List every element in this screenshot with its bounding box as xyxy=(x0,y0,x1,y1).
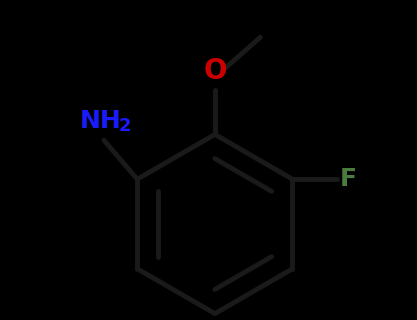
Text: 2: 2 xyxy=(118,117,131,135)
Text: F: F xyxy=(340,167,357,191)
Text: NH: NH xyxy=(80,109,122,133)
Text: O: O xyxy=(203,57,227,85)
